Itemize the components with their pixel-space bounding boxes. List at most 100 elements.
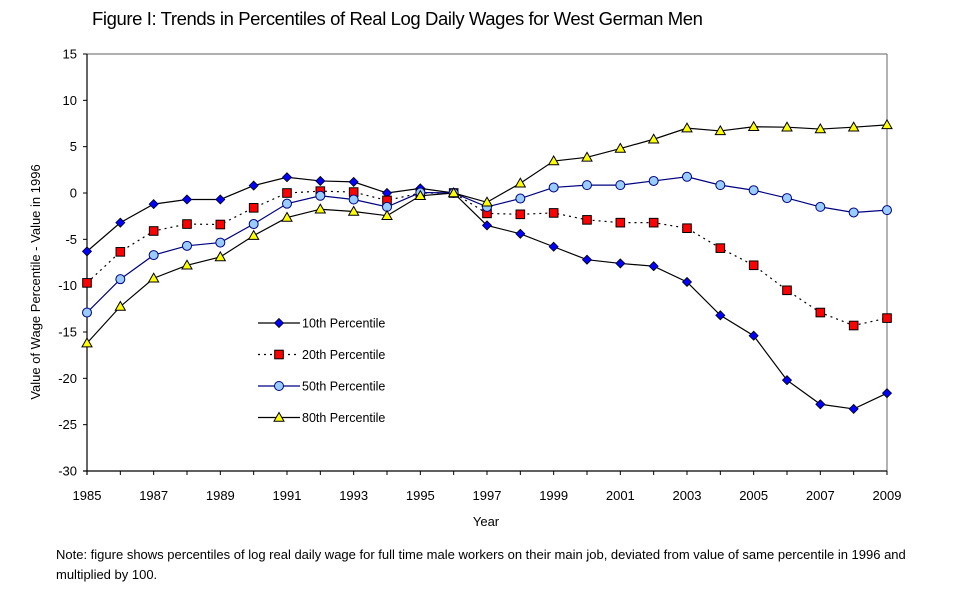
data-point-10th-percentile bbox=[681, 276, 693, 288]
data-point-10th-percentile bbox=[515, 228, 526, 239]
data-point-20th-percentile bbox=[282, 188, 292, 198]
data-point-80th-percentile bbox=[114, 300, 127, 311]
data-point-80th-percentile bbox=[147, 272, 160, 283]
y-tick-label: -5 bbox=[65, 232, 77, 247]
data-point-50th-percentile bbox=[615, 180, 626, 191]
data-point-20th-percentile bbox=[148, 226, 159, 236]
data-point-10th-percentile bbox=[648, 261, 659, 272]
data-point-10th-percentile bbox=[348, 176, 359, 187]
x-tick-label: 1987 bbox=[139, 488, 168, 503]
data-point-50th-percentile bbox=[115, 274, 126, 285]
legend-label-50th-percentile: 50th Percentile bbox=[302, 380, 385, 394]
data-point-20th-percentile bbox=[648, 217, 659, 228]
data-point-20th-percentile bbox=[782, 285, 792, 296]
x-tick-label: 1997 bbox=[473, 488, 502, 503]
figure-note: Note: figure shows percentiles of log re… bbox=[56, 547, 906, 582]
data-point-20th-percentile bbox=[748, 260, 759, 271]
data-point-80th-percentile bbox=[614, 142, 627, 153]
data-point-50th-percentile bbox=[548, 182, 559, 193]
data-point-10th-percentile bbox=[281, 172, 293, 183]
data-point-80th-percentile bbox=[514, 177, 527, 188]
data-point-10th-percentile bbox=[615, 258, 626, 269]
data-point-20th-percentile bbox=[215, 219, 226, 230]
data-point-20th-percentile bbox=[182, 219, 192, 229]
data-point-10th-percentile bbox=[548, 241, 559, 252]
data-point-10th-percentile bbox=[115, 217, 126, 228]
x-tick-label: 1991 bbox=[273, 488, 302, 503]
x-tick-label: 1995 bbox=[406, 488, 435, 503]
x-tick-label: 1985 bbox=[73, 488, 102, 503]
data-point-80th-percentile bbox=[247, 229, 260, 240]
x-tick-label: 2009 bbox=[873, 488, 902, 503]
data-point-10th-percentile bbox=[248, 180, 259, 191]
data-point-80th-percentile bbox=[481, 196, 493, 207]
y-axis-label: Value of Wage Percentile - Value in 1996 bbox=[28, 164, 43, 399]
y-tick-label: -20 bbox=[58, 371, 77, 386]
data-point-80th-percentile bbox=[314, 203, 327, 214]
data-point-20th-percentile bbox=[715, 243, 726, 253]
y-tick-label: 0 bbox=[70, 186, 77, 201]
legend-marker-20th-percentile bbox=[274, 349, 284, 360]
data-point-50th-percentile bbox=[815, 201, 826, 212]
x-tick-label: 2005 bbox=[739, 488, 768, 503]
data-point-80th-percentile bbox=[81, 337, 93, 348]
data-point-80th-percentile bbox=[281, 211, 293, 222]
data-point-50th-percentile bbox=[715, 180, 726, 191]
line-chart: 15 10 5 0 -5 -10 -15 -20 -25 -30 1985 1987 1989 1991… bbox=[28, 47, 902, 530]
data-point-80th-percentile bbox=[581, 151, 593, 162]
data-point-50th-percentile bbox=[682, 171, 692, 182]
data-point-80th-percentile bbox=[847, 121, 860, 132]
y-tick-label: 5 bbox=[70, 139, 77, 154]
legend-label-20th-percentile: 20th Percentile bbox=[302, 348, 385, 362]
data-point-80th-percentile bbox=[781, 121, 793, 132]
data-point-50th-percentile bbox=[348, 194, 359, 205]
data-point-80th-percentile bbox=[414, 189, 427, 201]
data-point-50th-percentile bbox=[515, 193, 526, 204]
data-point-80th-percentile bbox=[747, 120, 760, 131]
data-point-10th-percentile bbox=[781, 375, 793, 386]
data-point-10th-percentile bbox=[715, 310, 726, 321]
data-point-80th-percentile bbox=[881, 118, 893, 130]
y-tick-label: -15 bbox=[58, 325, 77, 340]
data-point-20th-percentile bbox=[515, 209, 526, 220]
data-point-50th-percentile bbox=[582, 180, 592, 191]
y-tick-label: -25 bbox=[58, 417, 77, 432]
y-tick-label: -10 bbox=[58, 278, 77, 293]
data-point-20th-percentile bbox=[815, 307, 826, 318]
legend-marker-50th-percentile bbox=[274, 381, 284, 391]
data-point-50th-percentile bbox=[148, 250, 159, 261]
data-point-80th-percentile bbox=[447, 186, 460, 198]
y-tick-label: 10 bbox=[63, 93, 77, 108]
data-point-10th-percentile bbox=[748, 330, 759, 341]
data-point-80th-percentile bbox=[681, 122, 693, 133]
y-tick-label: 15 bbox=[63, 47, 77, 62]
x-tick-label: 2007 bbox=[806, 488, 835, 503]
data-point-50th-percentile bbox=[215, 237, 226, 248]
data-point-80th-percentile bbox=[181, 259, 193, 270]
data-point-50th-percentile bbox=[282, 198, 292, 209]
data-point-10th-percentile bbox=[815, 399, 826, 410]
data-point-20th-percentile bbox=[248, 203, 259, 213]
data-point-80th-percentile bbox=[814, 123, 827, 134]
data-point-10th-percentile bbox=[848, 403, 859, 414]
data-point-20th-percentile bbox=[582, 215, 592, 225]
data-point-50th-percentile bbox=[848, 207, 859, 218]
series-line-80th-percentile bbox=[86, 124, 888, 344]
x-tick-label: 2001 bbox=[606, 488, 635, 503]
x-tick-label: 1989 bbox=[206, 488, 235, 503]
data-point-10th-percentile bbox=[881, 388, 893, 399]
data-point-10th-percentile bbox=[81, 246, 93, 257]
legend-label-10th-percentile: 10th Percentile bbox=[302, 317, 385, 331]
data-point-20th-percentile bbox=[615, 217, 626, 228]
data-point-10th-percentile bbox=[181, 194, 193, 205]
data-point-20th-percentile bbox=[682, 223, 692, 234]
chart-title: Figure I: Trends in Percentiles of Real … bbox=[92, 8, 703, 29]
data-point-50th-percentile bbox=[248, 219, 259, 230]
data-point-10th-percentile bbox=[481, 220, 493, 231]
x-tick-label: 2003 bbox=[673, 488, 702, 503]
data-point-80th-percentile bbox=[347, 205, 360, 216]
legend-marker-10th-percentile bbox=[273, 317, 285, 329]
data-point-20th-percentile bbox=[82, 278, 92, 288]
data-point-80th-percentile bbox=[547, 155, 560, 166]
data-point-50th-percentile bbox=[315, 190, 326, 201]
